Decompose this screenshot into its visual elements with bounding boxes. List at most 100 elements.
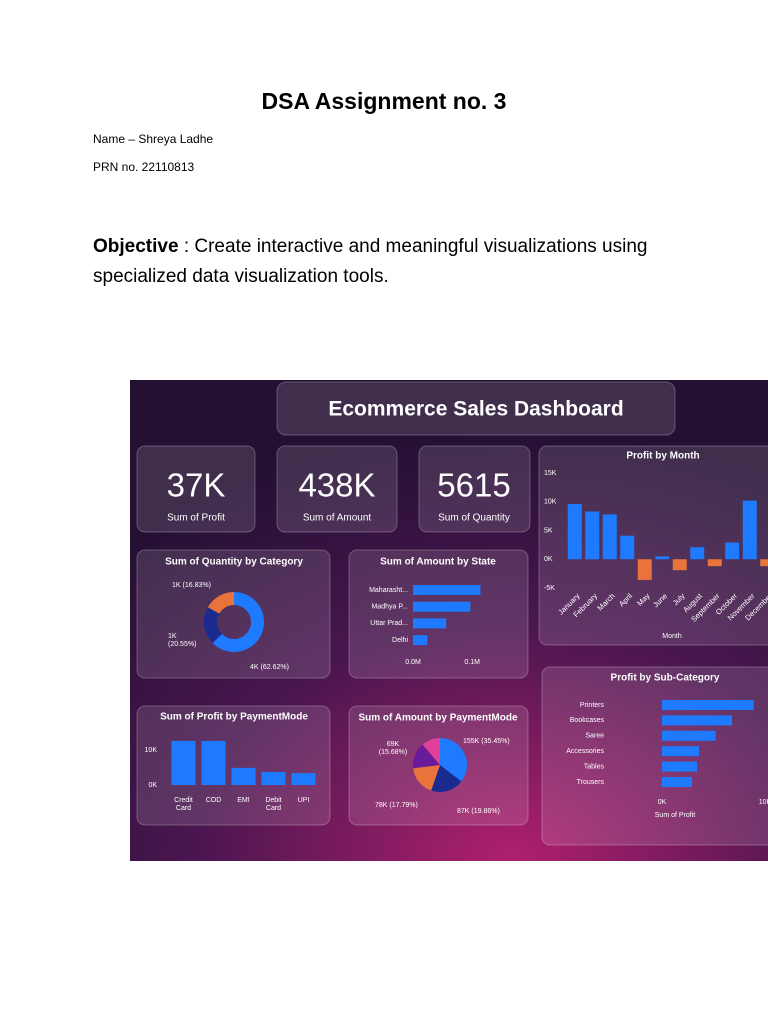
kpi-value: 5615 [437, 467, 510, 504]
objective: Objective : Create interactive and meani… [93, 232, 683, 292]
bar [171, 740, 196, 785]
slice [413, 744, 440, 769]
objective-label: Objective [93, 236, 179, 257]
panel [418, 445, 531, 533]
x-tick-label: UPI [298, 797, 310, 804]
x-tick-label: 0K [658, 799, 667, 806]
slice [207, 592, 234, 614]
slice [413, 765, 440, 791]
x-tick-label: Debit Card [265, 797, 281, 812]
bar [637, 559, 652, 580]
slice [431, 765, 462, 792]
panel [348, 549, 529, 679]
bar [725, 542, 740, 560]
doc-title: DSA Assignment no. 3 [261, 88, 507, 114]
bar [413, 585, 481, 595]
axis-title: Month [662, 633, 682, 640]
panel [541, 666, 768, 846]
bar [662, 777, 692, 787]
chart-title: Profit by Month [626, 451, 699, 462]
bar [662, 700, 754, 710]
chart-title: Sum of Amount by State [380, 557, 496, 568]
y-tick-label: Accessories [566, 748, 604, 755]
y-tick-label: 15K [544, 470, 557, 477]
bar [567, 504, 582, 560]
chart-title: Sum of Quantity by Category [165, 557, 303, 568]
slice [204, 607, 222, 644]
data-label: 1K (20.55%) [168, 633, 196, 648]
bar [672, 559, 687, 571]
objective-text: : Create interactive and meaningful visu… [93, 236, 648, 287]
y-tick-label: Tables [584, 763, 605, 770]
bar [620, 535, 635, 560]
y-tick-label: Trousers [577, 779, 605, 786]
y-tick-label: -5K [544, 585, 555, 592]
kpi-value: 37K [167, 467, 226, 504]
y-tick-label: 0K [544, 556, 553, 563]
chart-title: Profit by Sub-Category [611, 673, 720, 684]
bar [291, 773, 316, 785]
panel [538, 445, 768, 646]
bar [585, 511, 600, 560]
bar [201, 740, 226, 785]
bar [413, 601, 471, 612]
bar [655, 556, 670, 560]
y-tick-label: Printers [580, 702, 605, 709]
y-tick-label: 10K [544, 499, 557, 506]
kpi-label: Sum of Profit [167, 513, 225, 524]
chart-title: Sum of Amount by PaymentMode [358, 713, 518, 724]
bar [742, 500, 757, 560]
axis-title: Sum of Profit [655, 812, 696, 819]
kpi-label: Sum of Amount [303, 513, 372, 524]
data-label: 4K (62.62%) [250, 664, 289, 671]
y-tick-label: 0K [148, 782, 157, 789]
x-tick-label: EMI [237, 797, 250, 804]
bar [760, 559, 768, 567]
bar [413, 635, 428, 646]
y-tick-label: Uttar Prad... [370, 620, 408, 627]
y-tick-label: Bookcases [570, 717, 605, 724]
bar [662, 730, 716, 741]
data-label: 1K (16.83%) [172, 582, 211, 589]
bar [261, 772, 286, 785]
bar [662, 761, 698, 772]
kpi-label: Sum of Quantity [438, 513, 510, 524]
bar [413, 618, 447, 629]
bar [662, 715, 733, 726]
dashboard: Ecommerce Sales Dashboard 37K Sum of Prof… [130, 380, 768, 861]
panel [136, 445, 256, 533]
bar [602, 514, 617, 560]
x-tick-label: 10K [759, 799, 768, 806]
name-line: Name – Shreya Ladhe [93, 132, 214, 146]
panel [276, 445, 398, 533]
panel [136, 549, 331, 679]
x-tick-label: 0.1M [464, 659, 480, 666]
y-tick-label: 5K [544, 527, 553, 534]
slice [212, 592, 264, 652]
y-tick-label: Delhi [392, 637, 408, 644]
y-tick-label: Maharasht... [369, 587, 408, 594]
bar [231, 767, 256, 785]
data-label: 78K (17.79%) [375, 802, 418, 809]
prn-line: PRN no. 22110813 [93, 160, 195, 174]
y-tick-label: Madhya P... [372, 604, 409, 611]
data-label: 87K (19.86%) [457, 808, 500, 815]
y-tick-label: 10K [145, 747, 158, 754]
panel [276, 381, 676, 436]
x-tick-label: 0.0M [405, 659, 421, 666]
bar [690, 547, 705, 560]
data-label: 69K (15.68%) [379, 741, 407, 756]
bar [707, 559, 722, 567]
slice [440, 738, 467, 782]
chart-title: Sum of Profit by PaymentMode [160, 712, 308, 723]
x-tick-label: COD [206, 797, 222, 804]
kpi-value: 438K [298, 467, 375, 504]
x-tick-label: Credit Card [174, 797, 193, 812]
bar [662, 746, 700, 757]
y-tick-label: Saree [585, 733, 604, 740]
dashboard-title: Ecommerce Sales Dashboard [328, 398, 623, 421]
panel [136, 705, 331, 826]
slice [422, 738, 440, 765]
data-label: 155K (35.45%) [463, 738, 510, 745]
